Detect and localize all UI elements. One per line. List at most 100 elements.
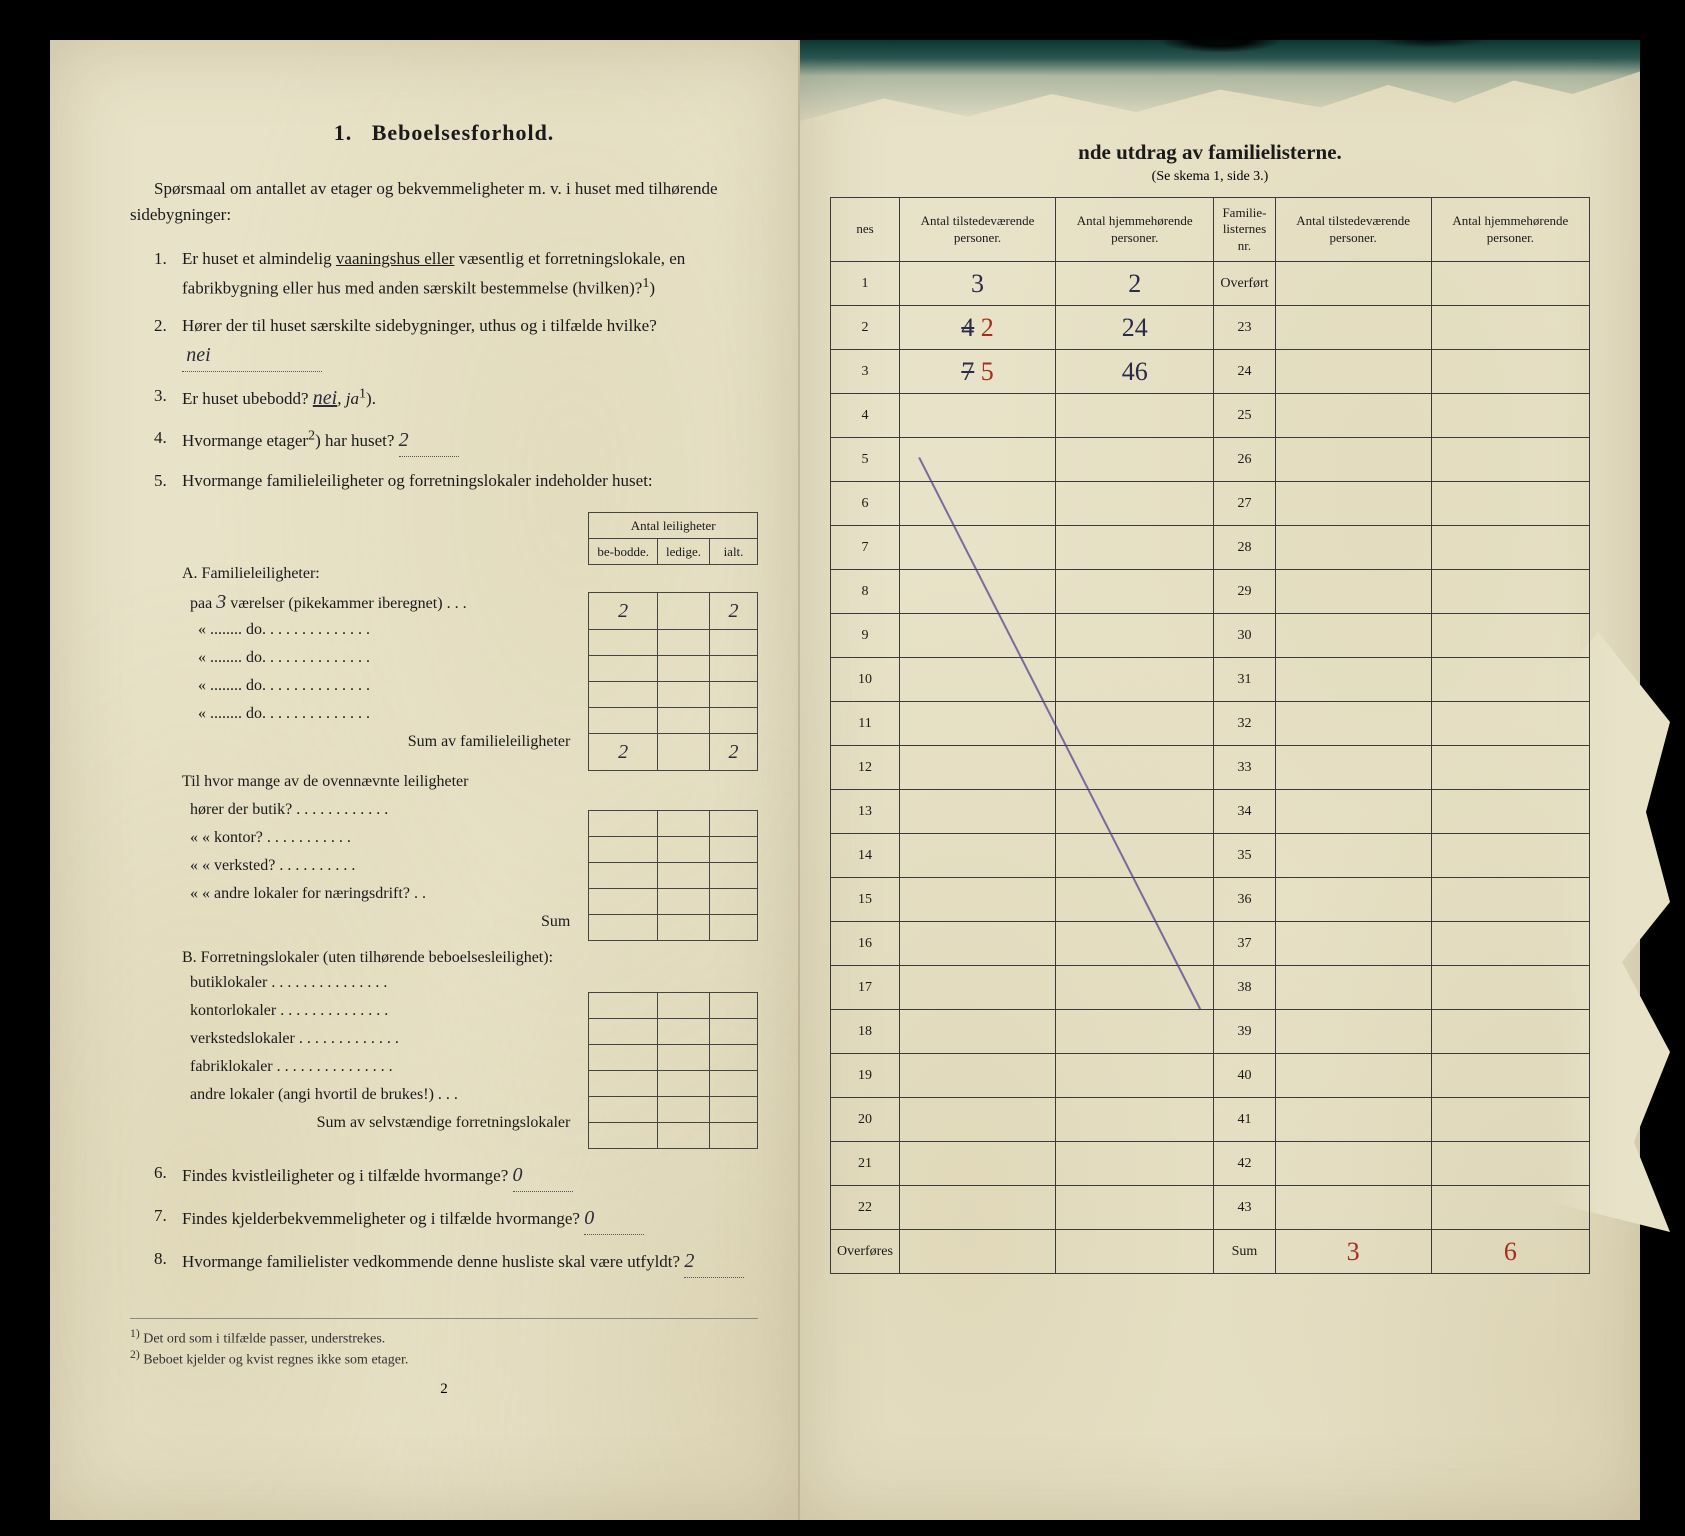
- row-number-right: 23: [1214, 306, 1275, 350]
- A-do-2: « ........ do. . . . . . . . . . . . . .: [182, 644, 578, 672]
- cell-tilstede: [899, 790, 1055, 834]
- row-number-right: 25: [1214, 394, 1275, 438]
- B-2: kontorlokaler . . . . . . . . . . . . . …: [182, 997, 578, 1025]
- th-ledige: ledige.: [657, 539, 709, 565]
- cell-tilstede: [899, 878, 1055, 922]
- cell-hjemme-right: [1431, 834, 1589, 878]
- cell-hjemme: [1056, 1054, 1214, 1098]
- leilighet-labels: A. Familieleiligheter: paa 3 værelser (p…: [182, 504, 578, 1137]
- spacer: [182, 756, 578, 768]
- cell-tilstede-right: [1275, 1010, 1431, 1054]
- cell-tilstede-right: [1275, 658, 1431, 702]
- table-row: [589, 656, 758, 682]
- row-number-right: 41: [1214, 1098, 1275, 1142]
- table-row: [589, 783, 758, 811]
- A-sub-intro: Til hvor mange av de ovennævnte leilighe…: [182, 768, 578, 796]
- table-row: 2 4 2 24 23: [831, 306, 1590, 350]
- row-number-right: 28: [1214, 526, 1275, 570]
- question-6: Findes kvistleiligheter og i tilfælde hv…: [154, 1159, 758, 1192]
- B-4: fabriklokaler . . . . . . . . . . . . . …: [182, 1053, 578, 1081]
- cell-hjemme: [1056, 1186, 1214, 1230]
- cell-hjemme: [1056, 922, 1214, 966]
- cell: [1056, 1230, 1214, 1274]
- th-hjemme: Antal hjemmehørende personer.: [1056, 198, 1214, 262]
- table-row: 5 26: [831, 438, 1590, 482]
- row-number-right: 34: [1214, 790, 1275, 834]
- table-row: 22 43: [831, 1186, 1590, 1230]
- B-title: B. Forretningslokaler (uten tilhørende b…: [182, 948, 578, 969]
- question-3: Er huset ubebodd? nei, ja1).: [154, 382, 758, 414]
- cell-tilstede-right: [1275, 262, 1431, 306]
- sub-label: hører der butik?: [190, 801, 292, 818]
- spacer: [182, 504, 578, 560]
- row-number-right: 27: [1214, 482, 1275, 526]
- table-row: [589, 837, 758, 863]
- row-number: 4: [831, 394, 900, 438]
- cell-hjemme: [1056, 834, 1214, 878]
- table-row: [589, 708, 758, 734]
- cell-tilstede: [899, 482, 1055, 526]
- cell-tilstede: [899, 702, 1055, 746]
- sub-label: « « kontor?: [190, 829, 263, 846]
- cell-tilstede-right: [1275, 1142, 1431, 1186]
- table-row: 2 2: [589, 593, 758, 630]
- table-row: 17 38: [831, 966, 1590, 1010]
- A-sub1: hører der butik? . . . . . . . . . . . .: [182, 796, 578, 824]
- q3-ja: ja: [346, 389, 359, 408]
- table-row: 21 42: [831, 1142, 1590, 1186]
- row-number-right: 36: [1214, 878, 1275, 922]
- do-label: do.: [246, 705, 266, 722]
- row-number: 15: [831, 878, 900, 922]
- table-row: [589, 565, 758, 593]
- cell: [899, 1230, 1055, 1274]
- row-number-right: 26: [1214, 438, 1275, 482]
- cell-tilstede-right: [1275, 966, 1431, 1010]
- table-row: [589, 1097, 758, 1123]
- cell-ledige: [657, 593, 709, 630]
- left-page: 1. Beboelsesforhold. Spørsmaal om antall…: [50, 40, 800, 1520]
- A-row1-b: værelser (pikekammer iberegnet): [230, 595, 442, 612]
- cell-tilstede: [899, 746, 1055, 790]
- cell-hjemme-right: [1431, 614, 1589, 658]
- q7-answer: 0: [584, 1202, 644, 1235]
- cell-hjemme: [1056, 790, 1214, 834]
- A-sub2: « « kontor? . . . . . . . . . . .: [182, 824, 578, 852]
- cell-hjemme: [1056, 746, 1214, 790]
- leilighet-block: A. Familieleiligheter: paa 3 værelser (p…: [182, 504, 758, 1149]
- cell-tilstede-right: [1275, 922, 1431, 966]
- B-5: andre lokaler (angi hvortil de brukes!) …: [182, 1081, 578, 1109]
- cell-tilstede-right: [1275, 394, 1431, 438]
- th-hjemme2: Antal hjemmehørende personer.: [1431, 198, 1589, 262]
- A-title: A. Familieleiligheter:: [182, 560, 578, 588]
- row-number: 3: [831, 350, 900, 394]
- table-row: 12 33: [831, 746, 1590, 790]
- question-2: Hører der til huset særskilte sidebygnin…: [154, 312, 758, 372]
- table-row: 13 34: [831, 790, 1590, 834]
- section-title-text: Beboelsesforhold.: [372, 120, 555, 145]
- q3-nei: nei: [313, 387, 337, 409]
- row-number-right: 29: [1214, 570, 1275, 614]
- row-number-right: 37: [1214, 922, 1275, 966]
- B-sum-label: Sum av selvstændige forretningslokaler: [182, 1109, 578, 1137]
- b-label: fabriklokaler: [190, 1058, 273, 1075]
- row-number-right: 30: [1214, 614, 1275, 658]
- q1-underlined: vaaningshus eller: [336, 249, 455, 268]
- A-do-1: « ........ do. . . . . . . . . . . . . .: [182, 616, 578, 644]
- cell-tilstede-right: [1275, 526, 1431, 570]
- table-row-sum: 2 2: [589, 734, 758, 771]
- cell-tilstede-right: [1275, 306, 1431, 350]
- cell-hjemme: [1056, 614, 1214, 658]
- table-row: [589, 1071, 758, 1097]
- table-row-footer: Overføres Sum 3 6: [831, 1230, 1590, 1274]
- row-number-right: 33: [1214, 746, 1275, 790]
- row-number: 11: [831, 702, 900, 746]
- cell-tilstede: [899, 1142, 1055, 1186]
- cell-hjemme: [1056, 394, 1214, 438]
- q4-answer: 2: [399, 424, 459, 457]
- cell-tilstede: [899, 394, 1055, 438]
- row-number-right: 38: [1214, 966, 1275, 1010]
- row-number: 17: [831, 966, 900, 1010]
- cell-hjemme: [1056, 1010, 1214, 1054]
- b-label: verkstedslokaler: [190, 1030, 295, 1047]
- cell-tilstede: [899, 922, 1055, 966]
